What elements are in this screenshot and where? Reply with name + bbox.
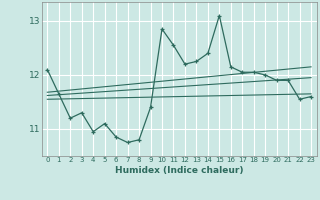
X-axis label: Humidex (Indice chaleur): Humidex (Indice chaleur) [115,166,244,175]
